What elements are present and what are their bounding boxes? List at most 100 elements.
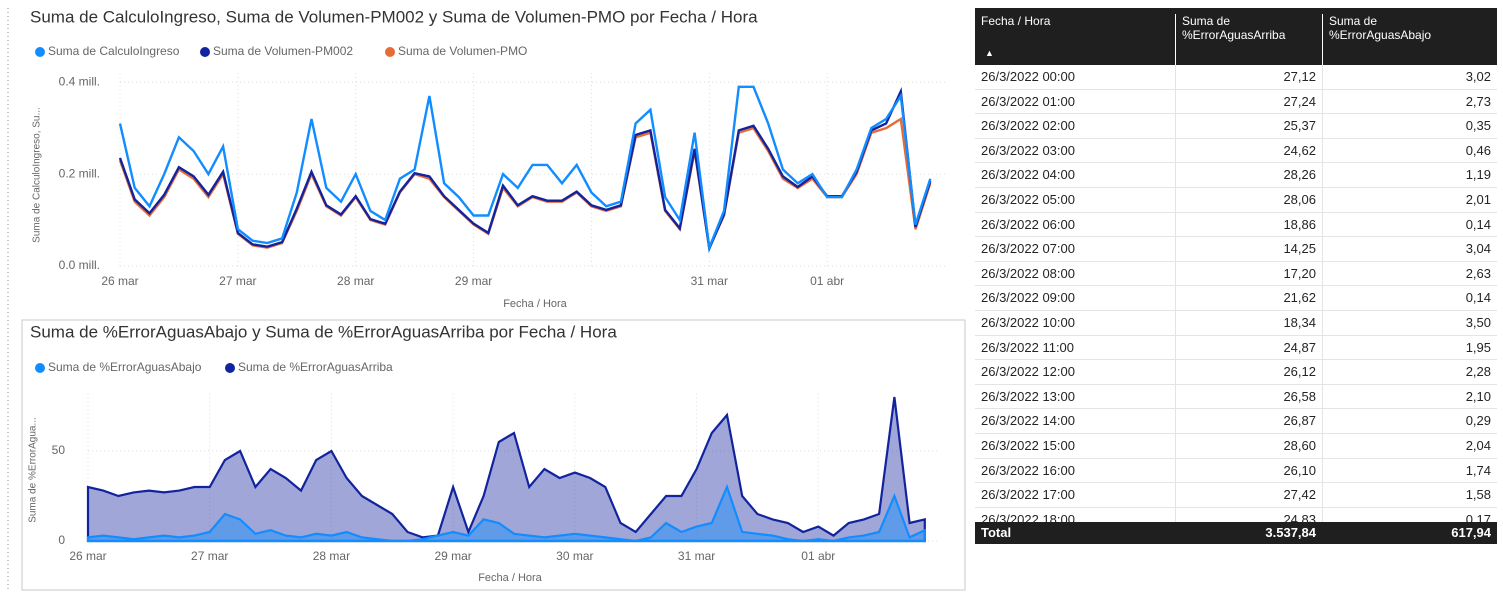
- table-cell: 24,62: [1175, 138, 1322, 163]
- table-cell: 26/3/2022 11:00: [981, 339, 1075, 355]
- x-tick-label: 31 mar: [678, 549, 715, 563]
- header-cell: Suma de %ErrorAguasArriba: [1175, 14, 1285, 65]
- table-cell: 26/3/2022 16:00: [981, 462, 1075, 478]
- table-cell: 18,86: [1175, 212, 1322, 237]
- total-cell: Total: [981, 525, 1012, 540]
- y-tick-label: 0.2 mill.: [59, 166, 100, 180]
- line: [118, 86, 932, 253]
- x-tick-label: 27 mar: [219, 274, 256, 288]
- table: Fecha / Hora Suma de %ErrorAguasArriba Sum…: [975, 8, 1497, 544]
- total-row: Total 3.537,84 617,94: [975, 522, 1497, 544]
- table-cell: 1,74: [1322, 458, 1497, 483]
- line: [118, 85, 932, 253]
- table-row: 26/3/2022 00:00 27,12 3,02: [975, 65, 1497, 90]
- legend-marker: [385, 47, 395, 57]
- table-cell: 26/3/2022 03:00: [981, 142, 1075, 158]
- y-axis-title: Suma de CalculoIngreso, Su...: [32, 107, 43, 243]
- table-cell: 3,04: [1322, 237, 1497, 261]
- table-cell: 0,35: [1322, 114, 1497, 138]
- table-cell: 3,02: [1322, 65, 1497, 89]
- table-cell: 26/3/2022 15:00: [981, 437, 1075, 453]
- table-cell: 26/3/2022 14:00: [981, 413, 1075, 429]
- table-row: 26/3/2022 01:00 27,24 2,73: [975, 89, 1497, 115]
- table-cell: 0,14: [1322, 212, 1497, 237]
- sort-arrow: ▲: [985, 48, 994, 58]
- table-row: 26/3/2022 17:00 27,42 1,58: [975, 483, 1497, 508]
- area: [86, 483, 926, 543]
- x-tick-label: 26 mar: [69, 549, 106, 563]
- x-tick-label: 01 abr: [801, 549, 835, 563]
- table-row: 26/3/2022 02:00 25,37 0,35: [975, 114, 1497, 139]
- table-cell: 26,87: [1175, 409, 1322, 433]
- legend-marker: [225, 363, 235, 373]
- table-cell: 26/3/2022 13:00: [981, 388, 1075, 404]
- table-cell: 26/3/2022 07:00: [981, 241, 1075, 257]
- table-cell: 0,46: [1322, 138, 1497, 163]
- y-axis-title: Suma de %ErrorAgua...: [28, 417, 39, 523]
- y-tick-label: 50: [52, 443, 66, 457]
- table-cell: 26/3/2022 02:00: [981, 118, 1075, 134]
- table-row: 26/3/2022 12:00 26,12 2,28: [975, 360, 1497, 385]
- table-cell: 26,10: [1175, 458, 1322, 483]
- table-cell: 17,20: [1175, 261, 1322, 286]
- table-row: 26/3/2022 08:00 17,20 2,63: [975, 261, 1497, 287]
- table-cell: 26/3/2022 04:00: [981, 167, 1075, 183]
- table-row: 26/3/2022 10:00 18,34 3,50: [975, 310, 1497, 336]
- x-axis-title: Fecha / Hora: [478, 572, 542, 584]
- table-cell: 26/3/2022 01:00: [981, 93, 1075, 109]
- header-cell: Fecha / Hora: [981, 14, 1051, 28]
- table-cell: 26/3/2022 12:00: [981, 364, 1075, 380]
- x-tick-label: 26 mar: [101, 274, 138, 288]
- table-cell: 1,58: [1322, 483, 1497, 507]
- table-cell: 2,04: [1322, 433, 1497, 458]
- x-tick-label: 30 mar: [556, 549, 593, 563]
- legend-label: Suma de %ErrorAguasAbajo: [48, 360, 202, 374]
- x-tick-label: 29 mar: [434, 549, 471, 563]
- legend-label: Suma de Volumen-PMO: [398, 44, 527, 58]
- table-cell: 3,50: [1322, 310, 1497, 335]
- table-cell: 26/3/2022 05:00: [981, 191, 1075, 207]
- x-tick-label: 28 mar: [313, 549, 350, 563]
- table-cell: 27,24: [1175, 89, 1322, 114]
- table-cell: 1,95: [1322, 335, 1497, 360]
- line: [118, 117, 932, 252]
- table-cell: 28,60: [1175, 433, 1322, 458]
- x-tick-label: 28 mar: [337, 274, 374, 288]
- table-row: 26/3/2022 14:00 26,87 0,29: [975, 409, 1497, 434]
- table-row: 26/3/2022 04:00 28,26 1,19: [975, 163, 1497, 188]
- y-tick-label: 0.0 mill.: [59, 258, 100, 272]
- table-cell: 2,10: [1322, 384, 1497, 409]
- table-row: 26/3/2022 15:00 28,60 2,04: [975, 433, 1497, 459]
- table-cell: 0,29: [1322, 409, 1497, 433]
- y-tick-label: 0.4 mill.: [59, 74, 100, 88]
- table-row: 26/3/2022 13:00 26,58 2,10: [975, 384, 1497, 410]
- table-cell: 14,25: [1175, 237, 1322, 261]
- table-row: 26/3/2022 11:00 24,87 1,95: [975, 335, 1497, 361]
- table-row: 26/3/2022 06:00 18,86 0,14: [975, 212, 1497, 238]
- table-cell: 26/3/2022 09:00: [981, 290, 1075, 306]
- table-cell: 26,58: [1175, 384, 1322, 409]
- table-cell: 26/3/2022 08:00: [981, 265, 1075, 281]
- table-cell: 26/3/2022 17:00: [981, 487, 1075, 503]
- table-cell: 1,19: [1322, 163, 1497, 187]
- table-cell: 26/3/2022 06:00: [981, 216, 1075, 232]
- table-cell: 26,12: [1175, 360, 1322, 384]
- table-cell: 27,42: [1175, 483, 1322, 507]
- total-cell: 3.537,84: [1265, 525, 1316, 540]
- table-cell: 27,12: [1175, 65, 1322, 89]
- table-cell: 28,26: [1175, 163, 1322, 187]
- legend-marker: [35, 47, 45, 57]
- table-cell: 26/3/2022 10:00: [981, 314, 1075, 330]
- table-header: Fecha / Hora Suma de %ErrorAguasArriba Sum…: [975, 8, 1497, 65]
- table-row: 26/3/2022 09:00 21,62 0,14: [975, 286, 1497, 311]
- legend-marker: [35, 363, 45, 373]
- legend-label: Suma de CalculoIngreso: [48, 44, 180, 58]
- total-cell: 617,94: [1451, 525, 1491, 540]
- x-tick-label: 27 mar: [191, 549, 228, 563]
- header-cell: Suma de %ErrorAguasAbajo: [1322, 14, 1457, 65]
- legend-marker: [200, 47, 210, 57]
- area: [86, 396, 926, 543]
- table-cell: 0,14: [1322, 286, 1497, 310]
- table-cell: 2,28: [1322, 360, 1497, 384]
